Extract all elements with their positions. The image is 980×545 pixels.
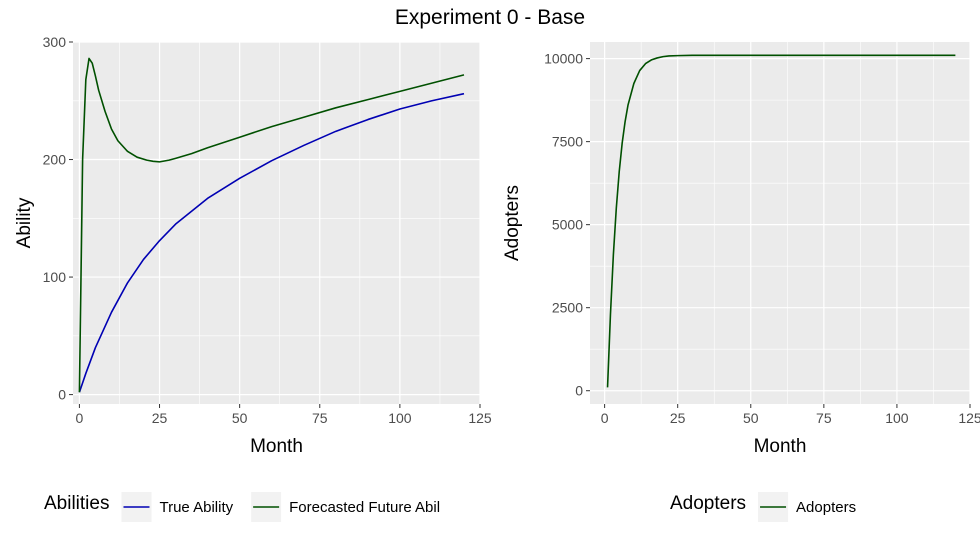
x-tick-label: 100 xyxy=(885,410,909,426)
x-tick-label: 75 xyxy=(816,410,832,426)
x-tick-label: 125 xyxy=(468,410,492,426)
series-line-true-ability xyxy=(78,92,465,393)
y-tick-label: 0 xyxy=(58,387,66,403)
plot-background xyxy=(73,42,480,404)
legend-label: Forecasted Future Abil xyxy=(289,499,440,516)
x-tick-label: 25 xyxy=(670,410,686,426)
ability-panel: 0 25 50 75 100 125 0 100 200 300 Month Ability xyxy=(14,34,492,457)
y-axis-title: Adopters xyxy=(502,185,523,261)
series-line-adopters xyxy=(606,54,956,388)
y-tick-label: 100 xyxy=(43,269,67,285)
plot-background xyxy=(590,42,970,404)
legend-label: Adopters xyxy=(796,499,856,516)
adopters-panel: 0 25 50 75 100 125 0 2500 5000 7500 10000 Month Adop… xyxy=(502,42,980,457)
y-tick-label: 0 xyxy=(575,383,583,399)
x-tick-label: 0 xyxy=(601,410,609,426)
legend-title: Adopters xyxy=(670,493,746,514)
x-axis-title: Month xyxy=(754,436,807,457)
x-tick-label: 100 xyxy=(388,410,412,426)
chart-title: Experiment 0 - Base xyxy=(395,6,585,29)
legend-title: Abilities xyxy=(44,493,109,514)
abilities-legend: Abilities True Ability Forecasted Future A… xyxy=(44,492,440,522)
y-tick-label: 200 xyxy=(43,152,67,168)
x-tick-label: 0 xyxy=(76,410,84,426)
x-tick-label: 125 xyxy=(958,410,980,426)
y-tick-label: 300 xyxy=(43,34,67,50)
legend-label: True Ability xyxy=(159,499,233,516)
x-tick-label: 25 xyxy=(152,410,168,426)
series-line-forecasted-future-abil xyxy=(78,57,465,393)
y-axis-title: Ability xyxy=(14,197,35,248)
y-tick-label: 7500 xyxy=(552,134,583,150)
x-axis-title: Month xyxy=(250,436,303,457)
y-tick-label: 5000 xyxy=(552,217,583,233)
y-tick-label: 10000 xyxy=(544,51,583,67)
adopters-legend: Adopters Adopters xyxy=(670,492,856,522)
x-tick-label: 75 xyxy=(312,410,328,426)
y-tick-label: 2500 xyxy=(552,300,583,316)
x-tick-label: 50 xyxy=(232,410,248,426)
x-tick-label: 50 xyxy=(743,410,759,426)
